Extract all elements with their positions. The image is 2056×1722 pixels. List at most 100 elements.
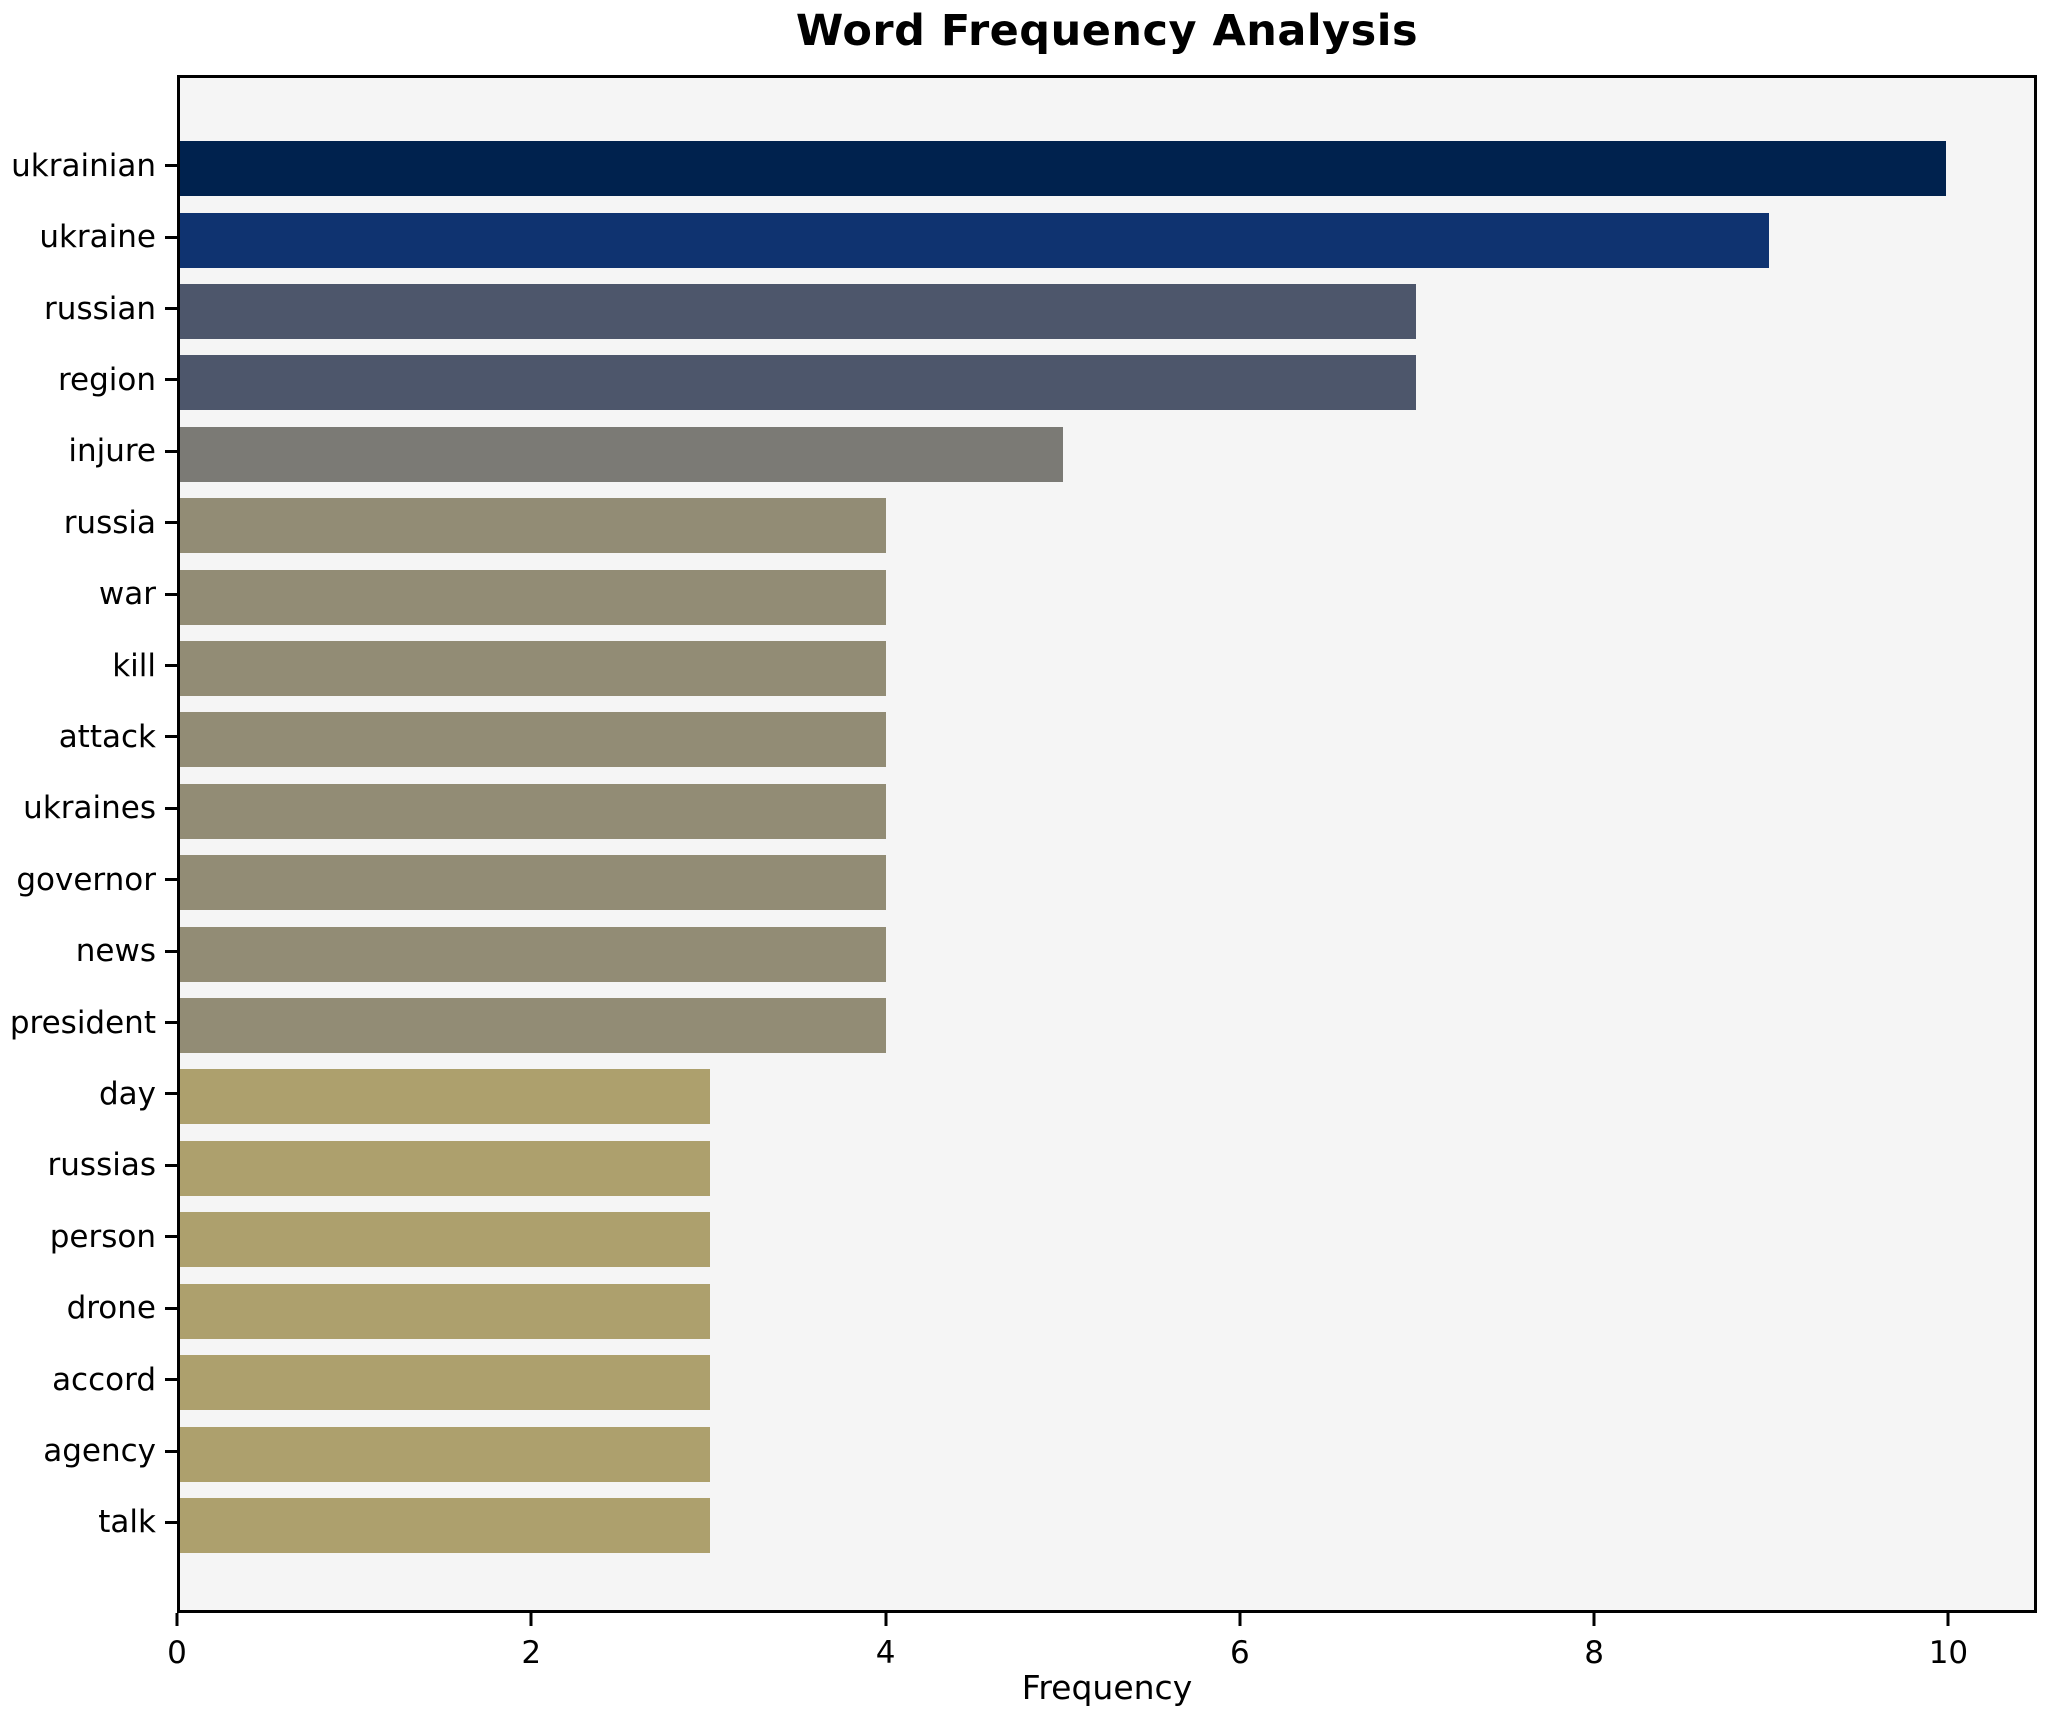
y-tick-label: injure bbox=[68, 433, 156, 470]
x-axis-ticks: 0 2 4 6 8 10 bbox=[167, 1613, 2037, 1713]
bar-row bbox=[180, 561, 2034, 632]
x-tick-mark bbox=[1238, 1613, 1242, 1626]
y-label-row: accord bbox=[0, 1344, 177, 1415]
bar-row bbox=[180, 490, 2034, 561]
bar-russian bbox=[180, 284, 1416, 340]
y-tick-label: person bbox=[49, 1218, 156, 1255]
y-tick-mark bbox=[165, 307, 177, 311]
y-tick-mark bbox=[165, 235, 177, 239]
y-tick-label: ukraines bbox=[23, 790, 156, 827]
y-tick-mark bbox=[165, 449, 177, 453]
y-tick-label: accord bbox=[52, 1361, 156, 1398]
y-tick-label: ukraine bbox=[39, 219, 156, 256]
bar-row bbox=[180, 276, 2034, 347]
bar-row bbox=[180, 347, 2034, 418]
y-label-row: ukraines bbox=[0, 773, 177, 844]
y-label-row: president bbox=[0, 987, 177, 1058]
y-tick-mark bbox=[165, 735, 177, 739]
plot-area bbox=[177, 75, 2037, 1613]
y-tick-label: russias bbox=[47, 1147, 156, 1184]
x-tick-mark bbox=[175, 1613, 179, 1626]
y-label-row: russias bbox=[0, 1130, 177, 1201]
bar-russias bbox=[180, 1140, 710, 1196]
bar-row bbox=[180, 1276, 2034, 1347]
y-label-row: injure bbox=[0, 416, 177, 487]
bar-talk bbox=[180, 1497, 710, 1553]
y-tick-label: ukrainian bbox=[11, 147, 156, 184]
bar-injure bbox=[180, 426, 1063, 482]
bar-governor bbox=[180, 855, 887, 911]
y-tick-label: attack bbox=[58, 718, 156, 755]
bar-row bbox=[180, 1490, 2034, 1561]
bar-row bbox=[180, 633, 2034, 704]
y-tick-label: drone bbox=[66, 1290, 156, 1327]
y-tick-label: kill bbox=[112, 647, 156, 684]
y-label-row: russian bbox=[0, 273, 177, 344]
x-tick-mark bbox=[884, 1613, 888, 1626]
y-tick-mark bbox=[165, 664, 177, 668]
y-tick-mark bbox=[165, 1520, 177, 1524]
y-label-row: news bbox=[0, 915, 177, 986]
bar-region bbox=[180, 355, 1416, 411]
y-tick-mark bbox=[165, 1021, 177, 1025]
bar-row bbox=[180, 918, 2034, 989]
y-tick-mark bbox=[165, 1235, 177, 1239]
bar-row bbox=[180, 1204, 2034, 1275]
bar-ukrainian bbox=[180, 141, 1946, 197]
y-tick-label: region bbox=[57, 361, 156, 398]
y-tick-label: day bbox=[98, 1075, 156, 1112]
x-tick-mark bbox=[1946, 1613, 1950, 1626]
y-label-row: drone bbox=[0, 1273, 177, 1344]
y-tick-mark bbox=[165, 1163, 177, 1167]
y-label-row: person bbox=[0, 1201, 177, 1272]
y-tick-mark bbox=[165, 1092, 177, 1096]
bar-agency bbox=[180, 1426, 710, 1482]
y-tick-mark bbox=[165, 1449, 177, 1453]
bar-ukraine bbox=[180, 212, 1770, 268]
bar-ukraines bbox=[180, 783, 887, 839]
bar-accord bbox=[180, 1355, 710, 1411]
bar-person bbox=[180, 1212, 710, 1268]
y-tick-mark bbox=[165, 521, 177, 525]
x-axis-title: Frequency bbox=[1021, 1668, 1193, 1707]
bar-kill bbox=[180, 641, 887, 697]
y-tick-mark bbox=[165, 164, 177, 168]
y-tick-label: governor bbox=[16, 861, 156, 898]
x-tick-label: 0 bbox=[167, 1635, 187, 1671]
y-label-row: day bbox=[0, 1058, 177, 1129]
chart-title: Word Frequency Analysis bbox=[795, 6, 1419, 56]
bar-row bbox=[180, 1347, 2034, 1418]
y-tick-label: president bbox=[9, 1004, 156, 1041]
y-tick-label: talk bbox=[98, 1504, 156, 1541]
y-label-row: governor bbox=[0, 844, 177, 915]
x-tick-label: 10 bbox=[1928, 1635, 1969, 1671]
y-tick-mark bbox=[165, 1306, 177, 1310]
y-label-row: ukraine bbox=[0, 201, 177, 272]
x-tick-mark bbox=[529, 1613, 533, 1626]
y-label-row: attack bbox=[0, 701, 177, 772]
bar-attack bbox=[180, 712, 887, 768]
bar-drone bbox=[180, 1283, 710, 1339]
y-tick-label: russian bbox=[44, 290, 156, 327]
y-tick-label: war bbox=[98, 576, 156, 613]
bar-row bbox=[180, 990, 2034, 1061]
bar-row bbox=[180, 847, 2034, 918]
y-label-row: agency bbox=[0, 1415, 177, 1486]
bar-row bbox=[180, 1061, 2034, 1132]
y-label-row: russia bbox=[0, 487, 177, 558]
bar-row bbox=[180, 1418, 2034, 1489]
x-tick-label: 8 bbox=[1584, 1635, 1605, 1671]
bar-row bbox=[180, 419, 2034, 490]
y-tick-label: russia bbox=[63, 504, 156, 541]
x-tick-mark bbox=[1592, 1613, 1596, 1626]
y-axis-labels: ukrainian ukraine russian region injure russi… bbox=[0, 130, 177, 1558]
y-label-row: region bbox=[0, 344, 177, 415]
bar-russia bbox=[180, 498, 887, 554]
y-tick-mark bbox=[165, 806, 177, 810]
y-tick-label: agency bbox=[43, 1433, 156, 1470]
y-tick-mark bbox=[165, 949, 177, 953]
bar-row bbox=[180, 204, 2034, 275]
bar-news bbox=[180, 926, 887, 982]
x-tick-label: 6 bbox=[1229, 1635, 1250, 1671]
bar-row bbox=[180, 776, 2034, 847]
